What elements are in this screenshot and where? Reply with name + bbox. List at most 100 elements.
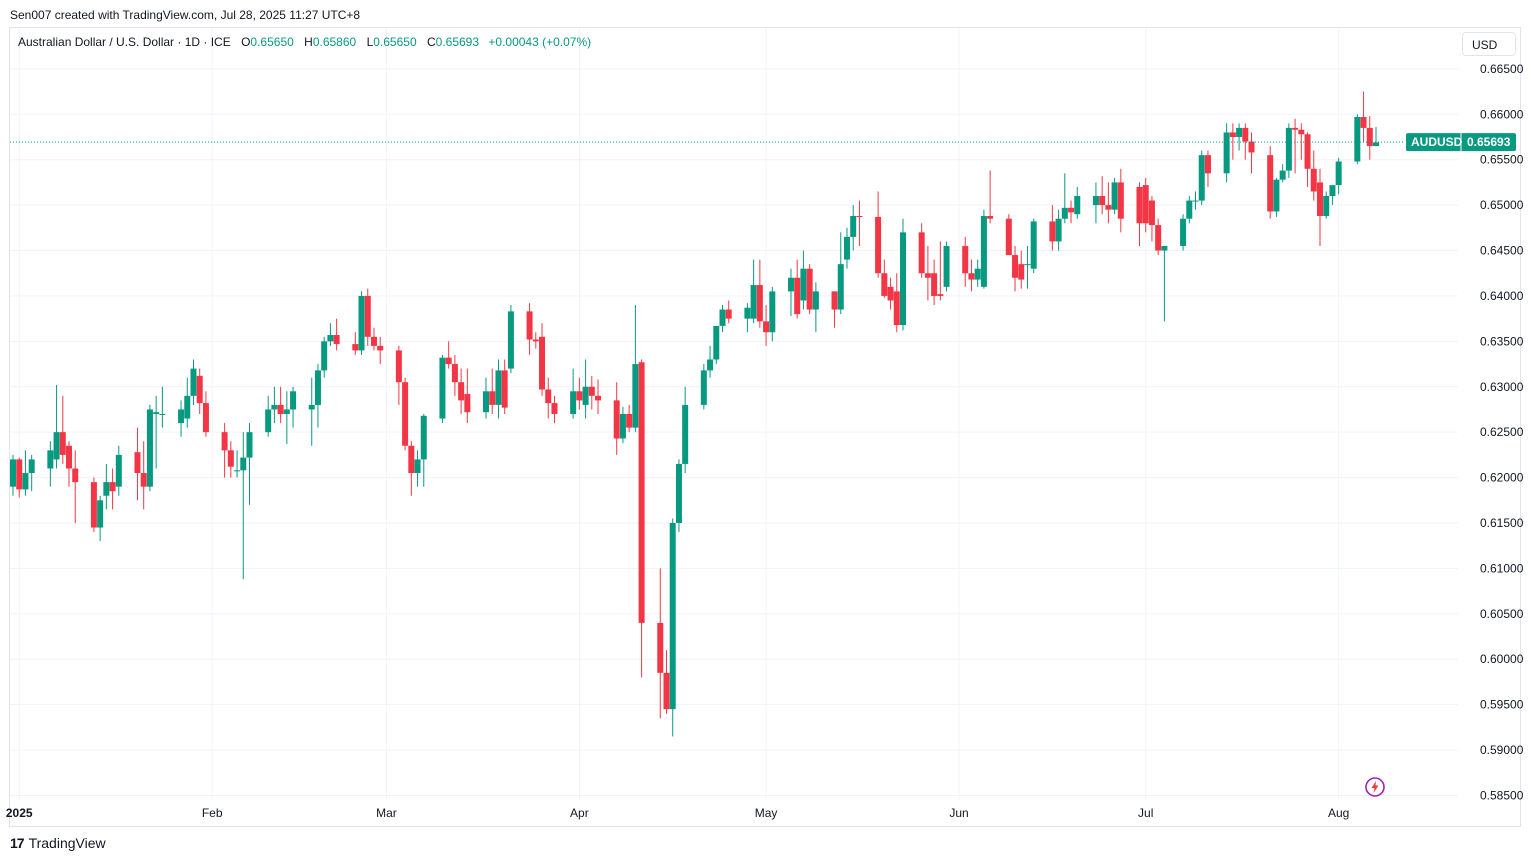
candle-body xyxy=(28,459,35,474)
candle xyxy=(619,406,626,444)
candle xyxy=(595,379,602,414)
candle-body xyxy=(352,344,359,351)
candle xyxy=(90,477,97,533)
candle xyxy=(831,291,838,328)
candle xyxy=(700,364,707,410)
candle xyxy=(283,391,290,444)
candle-body xyxy=(1354,117,1361,162)
candle-body xyxy=(140,473,147,487)
candle-body xyxy=(1055,218,1062,242)
candle xyxy=(800,250,807,310)
candle-body xyxy=(458,382,465,401)
candle xyxy=(109,468,116,510)
candle xyxy=(1329,185,1336,206)
candle xyxy=(1366,116,1373,160)
time-tick-label: Apr xyxy=(570,806,589,820)
candle-body xyxy=(10,459,16,487)
candle xyxy=(725,300,732,324)
candles-group xyxy=(10,91,1379,737)
candle-body xyxy=(489,391,496,405)
candle xyxy=(1012,245,1019,292)
candle xyxy=(526,303,533,355)
candle xyxy=(1192,191,1199,210)
candle-body xyxy=(16,459,23,490)
candle-body xyxy=(1335,161,1342,186)
candle-body xyxy=(595,395,602,401)
candle xyxy=(1148,196,1155,242)
candle xyxy=(1117,168,1124,233)
candle xyxy=(707,345,714,378)
candle xyxy=(1155,218,1162,256)
candle-body xyxy=(358,295,365,351)
candle-body xyxy=(501,370,508,408)
candle xyxy=(140,441,147,510)
candle-body xyxy=(831,291,838,310)
candle-body xyxy=(1049,221,1056,242)
candle-body xyxy=(333,334,340,345)
candle-body xyxy=(1180,218,1187,246)
tradingview-logo-icon: 17 xyxy=(10,835,25,851)
candle xyxy=(352,332,359,355)
candle-body xyxy=(420,415,427,460)
candle-body xyxy=(1248,141,1255,153)
candle-body xyxy=(551,403,558,414)
candle-body xyxy=(613,400,620,439)
candle xyxy=(713,325,720,365)
candle xyxy=(763,305,770,346)
candle xyxy=(1136,182,1143,246)
candle-body xyxy=(414,459,421,474)
candle xyxy=(1105,182,1112,224)
candle xyxy=(483,377,490,419)
candle xyxy=(47,441,54,487)
candle-body xyxy=(1304,134,1311,169)
tradingview-logo[interactable]: 17 TradingView xyxy=(10,835,106,851)
candle-body xyxy=(1223,132,1230,174)
candle-body xyxy=(532,339,539,342)
candle xyxy=(1316,168,1323,246)
price-tick-label: 0.62000 xyxy=(1480,471,1524,485)
candle xyxy=(1354,114,1361,165)
candle xyxy=(980,209,987,289)
close-label: C xyxy=(426,35,436,49)
candle-body xyxy=(1012,255,1019,278)
candle xyxy=(787,268,794,316)
candle xyxy=(240,432,247,580)
candle xyxy=(632,305,639,433)
candle-body xyxy=(377,345,384,351)
candle xyxy=(850,205,857,251)
candle-body xyxy=(931,273,938,296)
candle-body xyxy=(221,432,228,451)
candle-body xyxy=(22,473,29,490)
candle xyxy=(1099,176,1106,215)
candle xyxy=(806,264,813,315)
candle xyxy=(1242,123,1249,160)
candle xyxy=(178,400,185,437)
candle-body xyxy=(146,409,153,487)
candle xyxy=(551,395,558,424)
symbol-title: Australian Dollar / U.S. Dollar · 1D · I… xyxy=(18,35,231,49)
price-tick-label: 0.61000 xyxy=(1480,561,1524,575)
candle-body xyxy=(924,273,931,278)
candle-body xyxy=(1298,129,1305,135)
candle xyxy=(159,386,166,428)
chart-credit: Sen007 created with TradingView.com, Jul… xyxy=(10,8,361,22)
candle-body xyxy=(1316,182,1323,217)
candle xyxy=(321,336,328,378)
currency-button[interactable]: USD xyxy=(1462,32,1516,56)
candle-body xyxy=(987,216,994,219)
candle-body xyxy=(812,291,819,310)
candle xyxy=(72,450,79,523)
candle xyxy=(290,386,297,428)
candle-body xyxy=(1099,196,1106,206)
candle xyxy=(924,245,931,301)
price-tick-label: 0.65500 xyxy=(1480,153,1524,167)
lightning-icon[interactable] xyxy=(1364,776,1386,798)
candle xyxy=(184,377,191,428)
candle xyxy=(582,359,589,419)
candle xyxy=(134,427,141,501)
candle-body xyxy=(90,482,97,528)
candle xyxy=(881,259,888,298)
candle-body xyxy=(800,268,807,301)
candle-body xyxy=(1273,179,1280,212)
